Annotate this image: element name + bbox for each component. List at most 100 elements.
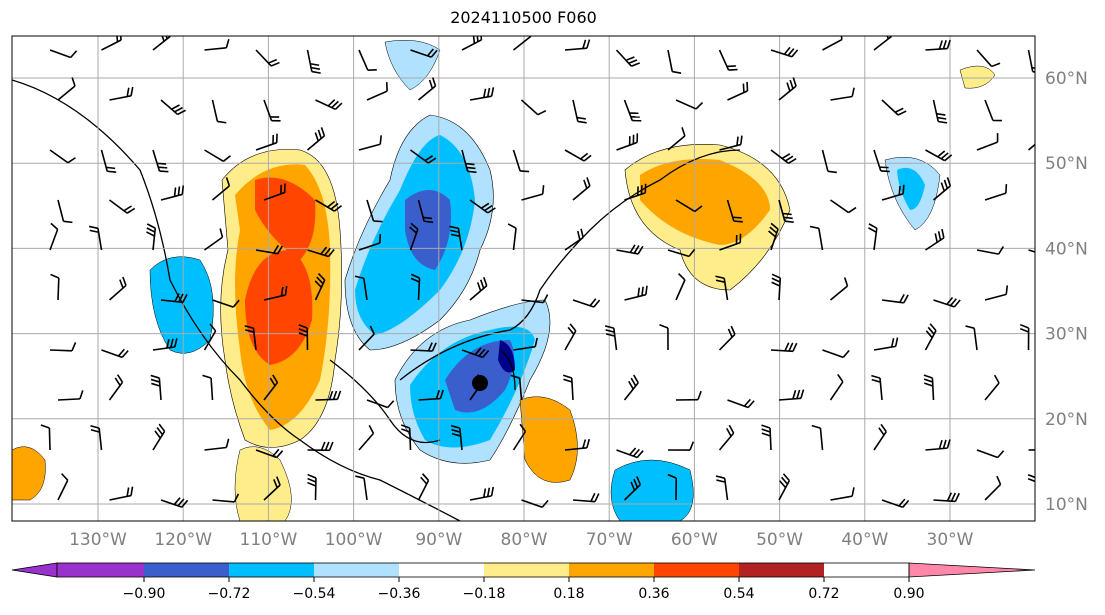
wind-barb [659,324,669,351]
wind-barb [873,337,899,351]
wind-barb [923,374,935,401]
wind-barb [1027,473,1035,483]
wind-barb [1019,323,1030,351]
wind-barb [564,39,591,51]
wind-barb [976,246,1005,255]
colorbar-max-extension [908,562,1036,578]
wind-barb [667,473,678,501]
wind-barb [562,374,574,401]
wind-barb [306,127,326,151]
longitude-label: 110°W [240,530,298,550]
wind-barb [726,199,743,223]
wind-barb [49,222,59,251]
wind-barb [244,325,257,351]
wind-barb [255,448,284,459]
wind-barb [449,225,463,251]
wind-barb [469,486,495,501]
wind-barb [307,441,334,452]
wind-barb [984,184,1008,201]
wind-barb [461,347,490,359]
wind-barb [152,149,169,173]
colorbar-bin [144,563,229,577]
wind-barb [564,323,577,351]
wind-barb [307,246,335,258]
wind-barb [57,77,76,101]
wind-barb [358,233,382,251]
colorbar-bin [739,563,824,577]
wind-barb [822,36,843,51]
colorbar-tick-label: 0.54 [723,586,754,602]
wind-barb [204,38,230,51]
colorbar-tick-label: 0.90 [893,586,924,602]
wind-barb [358,135,383,151]
wind-barb [203,323,217,351]
wind-barb [1037,273,1046,300]
wind-barb [1028,449,1035,451]
wind-barb [512,423,527,451]
wind-barb [727,81,749,101]
longitude-label: 90°W [415,530,462,550]
wind-barb [830,199,857,214]
wind-barb [984,374,1000,401]
wind-barb [715,275,729,301]
colorbar-tick-label: −0.18 [463,586,506,602]
wind-barb [410,149,437,164]
colorbar-tick-label: 0.18 [553,586,584,602]
wind-barb [109,86,134,101]
wind-barb [263,476,281,501]
wind-barb [925,439,951,451]
wind-barb [152,423,166,451]
wind-barb [49,149,76,164]
wind-barb [512,149,530,173]
latitude-label: 10°N [1045,495,1088,515]
wind-barb [719,135,743,151]
storm-center-marker [472,375,488,391]
wind-barb [160,293,188,304]
wind-barb [675,199,703,213]
colorbar-bin [229,563,314,577]
wind-barb [873,36,893,51]
wind-barb [1037,200,1063,212]
wind-barb [821,149,837,174]
wind-barb [809,225,824,251]
wind-barb [146,223,157,251]
wind-barb [298,324,309,351]
wind-barb [108,276,127,301]
wind-barb [1027,143,1035,151]
coastline [12,79,741,521]
wind-barb [513,36,532,51]
wind-barb [355,475,368,501]
wind-barb [160,185,185,201]
wind-barb [410,342,437,352]
wind-barb [315,199,343,212]
wind-barb [255,244,283,255]
wind-barb [616,133,639,151]
wind-barb [873,423,887,451]
wind-barb [770,46,799,58]
wind-barb [624,285,648,301]
wind-barb [101,36,122,51]
wind-barb [881,294,909,304]
colorbar-bin [57,563,144,577]
wind-barb [675,272,686,301]
wind-barb [204,149,231,162]
wind-barb [675,390,702,401]
wind-barb [984,285,1009,301]
wind-barb [778,389,805,401]
wind-barb [152,36,171,51]
colorbar-tick-label: 0.72 [808,586,839,602]
wind-barb [417,473,430,501]
wind-barb [881,184,905,201]
wind-barb [667,127,686,151]
wind-barb [623,374,639,401]
colorbar: −0.90 −0.72 −0.54 −0.36 −0.18 0.18 0.36 0.54 0.7… [11,562,1036,602]
anomaly-field [12,36,1063,521]
wind-barb [263,183,286,201]
wind-barb [469,87,495,101]
wind-barb [49,342,77,352]
wind-barb [263,286,288,301]
wind-barb [152,338,178,351]
wind-barb [469,199,496,214]
colorbar-bin [569,563,654,577]
colorbar-min-extension [11,562,58,578]
